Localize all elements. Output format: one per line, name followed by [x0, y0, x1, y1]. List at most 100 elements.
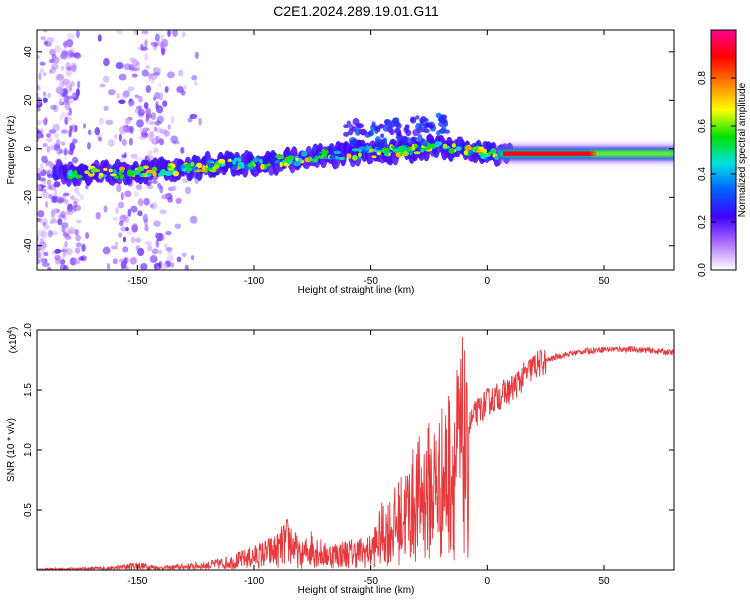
spectrogram-noise-cell	[64, 156, 68, 160]
spectrogram-noise-cell	[40, 258, 45, 263]
spectrogram-band-cell	[301, 151, 307, 157]
spectrogram-noise-cell	[47, 185, 51, 189]
x-tick-label: 0	[485, 276, 491, 287]
spectrogram-noise-cell	[198, 118, 202, 126]
spectrogram-noise-cell	[190, 114, 198, 119]
spectrogram-band-cell	[371, 121, 375, 127]
spectrogram-band-cell	[414, 151, 421, 154]
spectrogram-band-cell	[372, 155, 377, 158]
spectrogram-noise-cell	[178, 70, 183, 77]
spectrogram-noise-cell	[75, 247, 81, 253]
spectrogram-noise-cell	[159, 186, 163, 194]
spectrogram-band-cell	[84, 171, 89, 174]
spectrogram-noise-cell	[72, 93, 77, 97]
spectrogram-noise-cell	[46, 161, 51, 167]
spectrogram-noise-cell	[43, 224, 49, 229]
spectrogram-band-cell	[370, 149, 374, 152]
spectrogram-band-cell	[415, 123, 421, 131]
spectrogram-noise-cell	[122, 246, 128, 252]
spectrogram-noise-cell	[159, 92, 163, 100]
spectrogram-noise-cell	[167, 30, 171, 37]
spectrogram-noise-cell	[76, 242, 82, 247]
spectrogram-noise-cell	[59, 81, 64, 88]
spectrogram-band-cell	[314, 156, 318, 161]
spectrogram-noise-cell	[53, 181, 60, 187]
spectrogram-noise-cell	[185, 265, 189, 273]
spectrogram-band-cell	[339, 157, 346, 160]
spectrogram-noise-cell	[64, 241, 67, 247]
spectrogram-band-cell	[317, 153, 322, 156]
spectrogram-noise-cell	[153, 67, 156, 73]
spectrogram-band-cell	[405, 125, 409, 131]
spectrogram-noise-cell	[138, 198, 144, 206]
spectrogram-noise-cell	[153, 147, 158, 153]
spectrogram-heatmap	[34, 28, 678, 273]
spectrogram-noise-cell	[129, 64, 135, 70]
spectrogram-noise-cell	[96, 212, 101, 220]
spectrogram-noise-cell	[116, 62, 124, 69]
spectrogram-noise-cell	[166, 254, 173, 262]
spectrogram-noise-cell	[37, 229, 45, 236]
spectrogram-band-cell	[232, 159, 236, 165]
spectrogram-noise-cell	[176, 86, 183, 93]
spectrogram-noise-cell	[39, 177, 46, 181]
spectrogram-noise-cell	[116, 184, 121, 192]
spectrogram-noise-cell	[103, 58, 110, 66]
spectrogram-noise-cell	[48, 230, 53, 238]
spectrogram-band-cell	[384, 148, 390, 152]
spectrogram-noise-cell	[83, 123, 86, 128]
spectrogram-noise-cell	[138, 109, 145, 116]
spectrogram-noise-cell	[162, 233, 166, 241]
spectrogram-noise-cell	[144, 225, 148, 232]
spectrogram-noise-cell	[63, 95, 69, 103]
snr-panel: -150 -100 -50 0 50 0.51.01.52.0 Height of st…	[6, 323, 674, 596]
spectrogram-noise-cell	[51, 219, 57, 224]
spectrogram-noise-cell	[155, 121, 161, 126]
spectrogram-noise-cell	[191, 255, 194, 260]
spectrogram-noise-cell	[70, 149, 74, 155]
spectrogram-noise-cell	[67, 112, 70, 116]
spectrogram-noise-cell	[121, 154, 126, 158]
colorbar-tick-label: 0.6	[697, 119, 708, 133]
spectrogram-noise-cell	[131, 237, 136, 244]
spectrogram-noise-cell	[118, 100, 125, 104]
spectrogram-noise-cell	[51, 63, 59, 70]
spectrogram-noise-cell	[165, 231, 171, 235]
spectrogram-band-core-tail	[592, 152, 674, 156]
spectrogram-noise-cell	[43, 91, 46, 97]
spectrogram-band-cell	[260, 164, 264, 170]
spectrogram-noise-cell	[71, 62, 78, 70]
spectrogram-noise-cell	[151, 112, 156, 120]
spectrogram-band-cell	[146, 170, 153, 174]
y-tick-label: -40	[23, 238, 34, 253]
spectrogram-band-cell	[237, 157, 241, 162]
spectrogram-noise-cell	[57, 88, 64, 94]
spectrogram-noise-cell	[43, 120, 46, 124]
spectrogram-noise-cell	[75, 260, 80, 264]
spectrogram-band-cell	[168, 168, 175, 171]
spectrogram-noise-cell	[152, 137, 156, 144]
spectrogram-band-cell	[411, 136, 418, 142]
spectrogram-noise-cell	[127, 231, 131, 235]
spectrogram-noise-cell	[190, 216, 198, 224]
y-tick-label: 40	[23, 46, 34, 58]
spectrogram-band-cell	[218, 159, 225, 164]
spectrogram-band-cell	[323, 156, 328, 159]
spectrogram-noise-cell	[42, 191, 47, 198]
spectrogram-noise-cell	[153, 220, 160, 227]
spectrogram-noise-cell	[120, 158, 126, 162]
colorbar-label: Normalized spectral amplitude	[737, 82, 748, 217]
spectrogram-noise-cell	[139, 135, 147, 140]
spectrogram-band-cell	[409, 150, 413, 156]
spectrogram-noise-cell	[60, 53, 67, 59]
spectrogram-noise-cell	[45, 201, 48, 208]
spectrogram-noise-cell	[165, 86, 169, 92]
spectrogram-noise-cell	[51, 196, 54, 203]
spectrogram-noise-cell	[34, 218, 41, 222]
spectrogram-noise-cell	[62, 111, 65, 117]
spectrogram-noise-cell	[155, 34, 160, 42]
colorbar-gradient	[711, 30, 736, 270]
spectrogram-noise-cell	[132, 73, 138, 77]
spectrogram-band-cell	[353, 118, 360, 126]
spectrogram-y-label: Frequency (Hz)	[6, 116, 17, 185]
